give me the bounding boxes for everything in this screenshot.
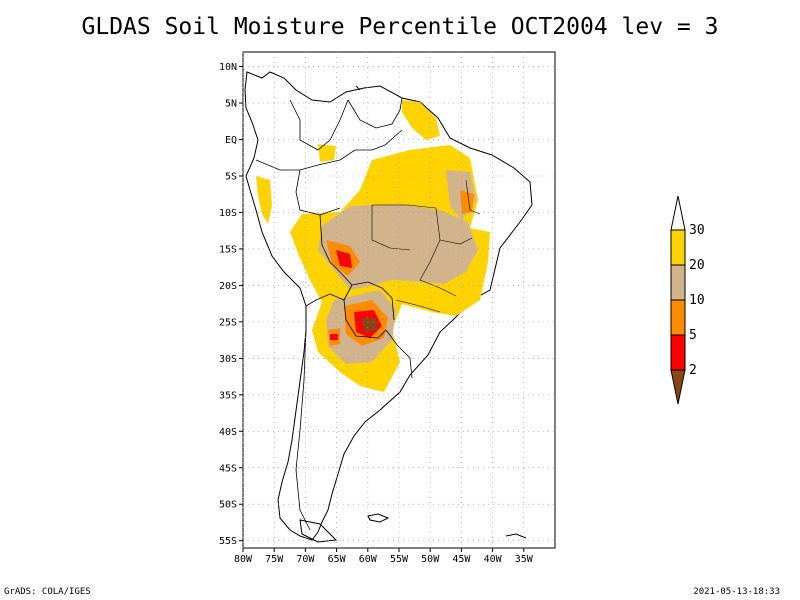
lon-tick-label: 45W [452, 554, 471, 565]
lat-tick-label: 55S [219, 536, 237, 547]
lon-tick-label: 80W [234, 554, 253, 565]
country-borders [255, 97, 413, 531]
lon-tick-label: 65W [328, 554, 347, 565]
lon-tick-label: 75W [265, 554, 284, 565]
lat-tick-label: 5S [225, 172, 237, 183]
shade-yellow-para [318, 144, 336, 162]
shade-red-central [336, 250, 352, 268]
map-title: GLDAS Soil Moisture Percentile OCT2004 l… [81, 14, 719, 40]
graticule [239, 52, 555, 552]
lon-tick-label: 40W [484, 554, 503, 565]
shade-yellow-west [256, 176, 272, 224]
latitude-labels: 10N 5N EQ 5S 10S 15S 20S 25S 30S 35S 40S 45S 50S 55S [219, 62, 237, 547]
lat-tick-label: 15S [219, 244, 237, 255]
colorbar-label: 30 [689, 223, 705, 238]
colorbar-top-arrow [670, 195, 686, 231]
lat-tick-label: 30S [219, 354, 237, 365]
lat-tick-label: 45S [219, 463, 237, 474]
shade-red-small [330, 334, 338, 340]
lat-tick-label: 50S [219, 500, 237, 511]
colorbar-label: 2 [689, 363, 697, 378]
lat-tick-label: 20S [219, 281, 237, 292]
colorbar-label: 5 [689, 328, 697, 343]
lon-tick-label: 60W [359, 554, 378, 565]
falkland-islands [367, 513, 390, 523]
colorbar-swatch [670, 334, 686, 371]
state-borders [371, 179, 481, 313]
lon-tick-label: 35W [515, 554, 534, 565]
shading-layer [256, 100, 490, 392]
shade-orange-ne [460, 190, 474, 214]
colorbar-bottom-arrow [670, 369, 686, 405]
longitude-labels: 80W 75W 70W 65W 60W 55W 50W 45W 40W 35W [234, 554, 534, 565]
lat-tick-label: 25S [219, 317, 237, 328]
colorbar-swatch [670, 299, 686, 336]
colorbar: 30 20 10 5 2 [670, 195, 705, 405]
colorbar-swatch [670, 229, 686, 266]
lon-tick-label: 55W [390, 554, 409, 565]
colorbar-swatch [670, 264, 686, 301]
shade-yellow-amapa [402, 100, 440, 140]
caribbean-islands [355, 85, 527, 539]
lat-tick-label: 5N [225, 99, 237, 110]
colorbar-label: 20 [689, 258, 705, 273]
colorbar-label: 10 [689, 293, 705, 308]
lat-tick-label: 40S [219, 427, 237, 438]
footer-credit: GrADS: COLA/IGES [4, 587, 91, 597]
lat-tick-label: 10S [219, 208, 237, 219]
lat-tick-label: 10N [219, 62, 237, 73]
lon-tick-label: 50W [421, 554, 440, 565]
tierra-del-fuego [299, 519, 338, 543]
shade-brown-south [362, 318, 378, 332]
footer-timestamp: 2021-05-13-18:33 [693, 587, 780, 597]
lat-tick-label: 35S [219, 390, 237, 401]
lon-tick-label: 70W [296, 554, 315, 565]
lat-tick-label: EQ [225, 135, 237, 146]
